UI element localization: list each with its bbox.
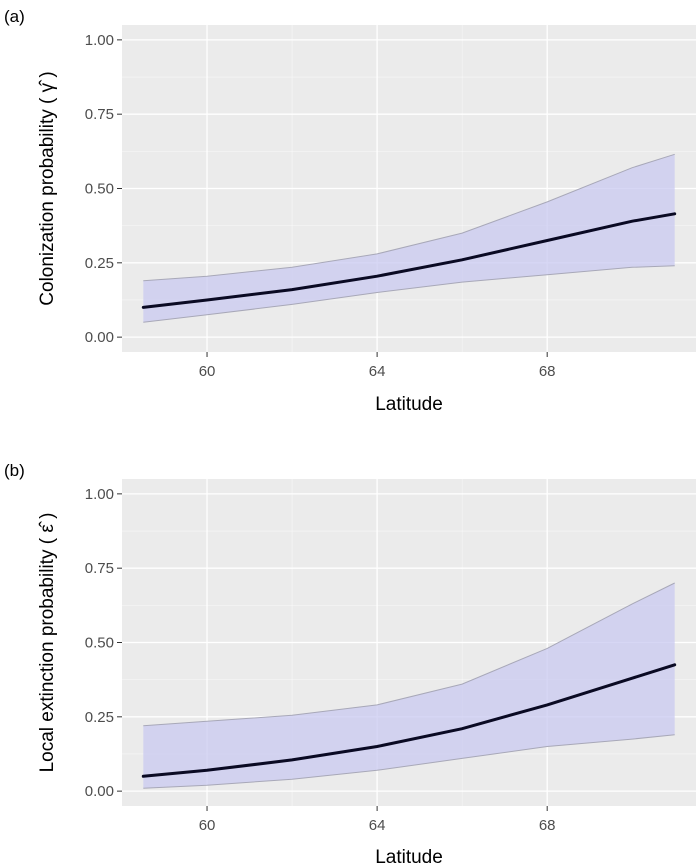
y-tick-label: 1.00 (85, 486, 114, 503)
y-tick-label: 0.75 (85, 560, 114, 577)
y-tick-label: 0.25 (85, 709, 114, 726)
lower-bound-line (143, 734, 675, 789)
y-tick-label: 0.50 (85, 635, 114, 652)
x-tick-label: 64 (369, 817, 386, 834)
x-tick-label: 60 (199, 817, 216, 834)
y-tick-label: 0.75 (85, 106, 114, 123)
estimate-line (141, 663, 677, 778)
panel-label: (b) (4, 461, 25, 480)
x-axis-title: Latitude (375, 847, 443, 867)
y-tick-label: 1.00 (85, 32, 114, 49)
confidence-ribbon (143, 154, 675, 323)
lower-bound-line (143, 265, 675, 323)
y-axis-title: Colonization probability ( γ̂ ) (37, 71, 58, 305)
panel-a: 0.00 0.25 0.50 0.75 1.00 60 64 68 Latitude Coloni… (4, 7, 696, 415)
y-tick-label: 0.50 (85, 181, 114, 198)
x-axis-title: Latitude (375, 394, 443, 415)
upper-bound-line (143, 582, 675, 727)
y-tick-label: 0.25 (85, 255, 114, 272)
panel-label: (a) (4, 7, 25, 26)
y-tick-label: 0.00 (85, 329, 114, 346)
y-axis-title: Local extinction probability ( ε̂ ) (37, 513, 58, 773)
estimate-line (141, 212, 677, 309)
x-tick-label: 64 (369, 363, 386, 380)
confidence-ribbon (143, 583, 675, 789)
y-tick-label: 0.00 (85, 783, 114, 800)
x-tick-label: 60 (199, 363, 216, 380)
x-tick-label: 68 (539, 817, 556, 834)
upper-bound-line (143, 153, 675, 282)
panel-b: 0.00 0.25 0.50 0.75 1.00 60 64 68 Latitude Local … (4, 461, 696, 867)
x-tick-label: 68 (539, 363, 556, 380)
